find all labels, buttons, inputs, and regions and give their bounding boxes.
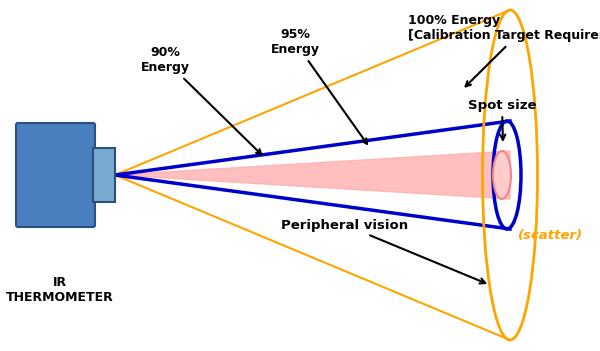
Text: 95%
Energy: 95% Energy xyxy=(271,28,367,144)
Text: 90%
Energy: 90% Energy xyxy=(140,46,262,154)
FancyBboxPatch shape xyxy=(16,123,95,227)
Ellipse shape xyxy=(493,151,511,199)
Text: 100% Energy
[Calibration Target Requirement]: 100% Energy [Calibration Target Requirem… xyxy=(408,14,600,86)
Text: Spot size: Spot size xyxy=(468,99,536,140)
Text: IR
THERMOMETER: IR THERMOMETER xyxy=(6,276,114,304)
Text: Peripheral vision: Peripheral vision xyxy=(281,219,485,284)
Text: (scatter): (scatter) xyxy=(518,229,583,241)
Bar xyxy=(93,148,115,202)
Polygon shape xyxy=(115,151,510,199)
